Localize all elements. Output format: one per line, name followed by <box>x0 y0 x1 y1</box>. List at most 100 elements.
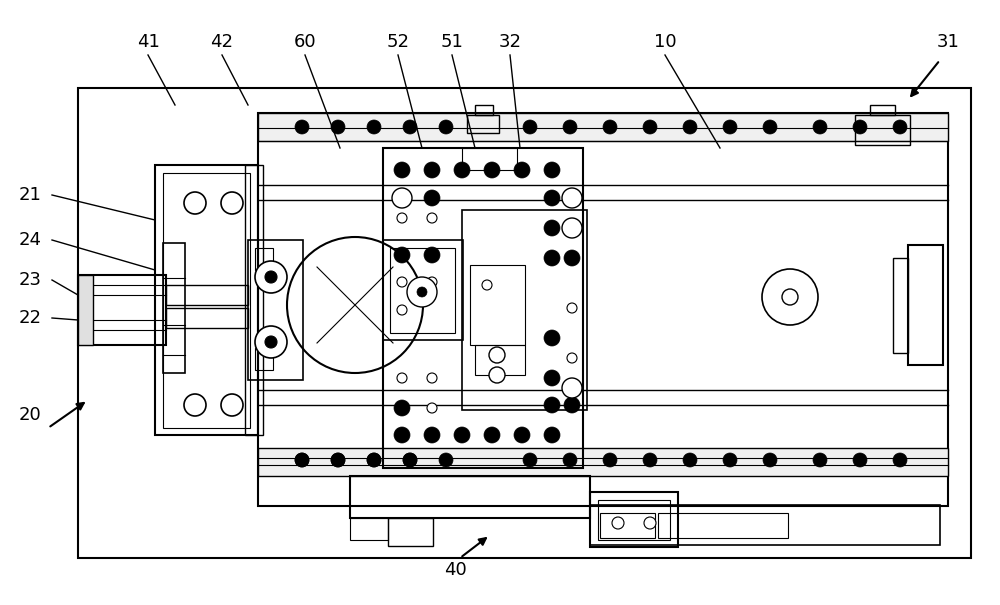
Circle shape <box>564 250 580 266</box>
Circle shape <box>683 453 697 467</box>
Bar <box>248 240 303 380</box>
Text: 51: 51 <box>441 33 463 51</box>
Circle shape <box>397 277 407 287</box>
Circle shape <box>484 427 500 443</box>
Circle shape <box>643 453 657 467</box>
Circle shape <box>544 370 560 386</box>
Bar <box>383 148 583 468</box>
Text: 10: 10 <box>654 33 676 51</box>
Circle shape <box>439 120 453 134</box>
Bar <box>598 500 670 540</box>
Circle shape <box>394 427 410 443</box>
Bar <box>590 492 678 547</box>
Circle shape <box>265 271 277 283</box>
Text: 41: 41 <box>137 33 159 51</box>
Bar <box>350 476 590 518</box>
Text: 32: 32 <box>498 33 522 51</box>
Circle shape <box>403 453 417 467</box>
Circle shape <box>394 247 410 263</box>
Bar <box>155 165 258 435</box>
Circle shape <box>221 192 243 214</box>
Text: 60: 60 <box>294 33 316 51</box>
Circle shape <box>763 453 777 467</box>
Bar <box>893 258 908 353</box>
Bar <box>658 513 788 538</box>
Circle shape <box>407 277 437 307</box>
Circle shape <box>893 453 907 467</box>
Text: 20: 20 <box>19 406 41 424</box>
Circle shape <box>782 289 798 305</box>
Circle shape <box>255 326 287 358</box>
Circle shape <box>567 303 577 313</box>
Circle shape <box>567 353 577 363</box>
Circle shape <box>331 453 345 467</box>
Circle shape <box>489 367 505 383</box>
Circle shape <box>563 453 577 467</box>
Bar <box>908 245 943 365</box>
Bar <box>258 113 948 141</box>
Bar <box>258 113 948 506</box>
Circle shape <box>439 453 453 467</box>
Bar <box>78 88 971 558</box>
Circle shape <box>295 120 309 134</box>
Circle shape <box>295 453 309 467</box>
Circle shape <box>544 427 560 443</box>
Bar <box>383 240 463 340</box>
Bar <box>388 518 433 546</box>
Circle shape <box>367 453 381 467</box>
Bar <box>475 345 525 375</box>
Circle shape <box>221 394 243 416</box>
Circle shape <box>514 427 530 443</box>
Circle shape <box>331 120 345 134</box>
Circle shape <box>392 188 412 208</box>
Bar <box>390 248 455 333</box>
Circle shape <box>643 120 657 134</box>
Circle shape <box>603 453 617 467</box>
Bar <box>78 275 166 345</box>
Bar <box>350 518 388 540</box>
Circle shape <box>813 453 827 467</box>
Bar <box>590 505 940 545</box>
Bar <box>855 115 910 145</box>
Bar <box>78 275 93 345</box>
Circle shape <box>523 453 537 467</box>
Circle shape <box>394 400 410 416</box>
Circle shape <box>544 220 560 236</box>
Bar <box>462 210 587 410</box>
Bar <box>258 448 948 476</box>
Circle shape <box>424 427 440 443</box>
Circle shape <box>544 162 560 178</box>
Circle shape <box>427 373 437 383</box>
Circle shape <box>762 269 818 325</box>
Bar <box>166 308 248 328</box>
Circle shape <box>403 453 417 467</box>
Circle shape <box>723 120 737 134</box>
Bar <box>600 513 655 538</box>
Circle shape <box>417 287 427 297</box>
Circle shape <box>454 427 470 443</box>
Circle shape <box>424 162 440 178</box>
Circle shape <box>544 250 560 266</box>
Circle shape <box>427 277 437 287</box>
Circle shape <box>331 453 345 467</box>
Circle shape <box>489 347 505 363</box>
Text: 24: 24 <box>18 231 42 249</box>
Circle shape <box>544 397 560 413</box>
Circle shape <box>523 120 537 134</box>
Bar <box>255 248 273 270</box>
Bar <box>475 105 493 115</box>
Circle shape <box>367 453 381 467</box>
Circle shape <box>853 453 867 467</box>
Circle shape <box>394 162 410 178</box>
Circle shape <box>644 517 656 529</box>
Circle shape <box>255 261 287 293</box>
Circle shape <box>427 213 437 223</box>
Bar <box>163 243 185 373</box>
Circle shape <box>562 188 582 208</box>
Circle shape <box>612 517 624 529</box>
Text: 31: 31 <box>937 33 959 51</box>
Circle shape <box>562 218 582 238</box>
Circle shape <box>184 192 206 214</box>
Circle shape <box>397 373 407 383</box>
Circle shape <box>397 213 407 223</box>
